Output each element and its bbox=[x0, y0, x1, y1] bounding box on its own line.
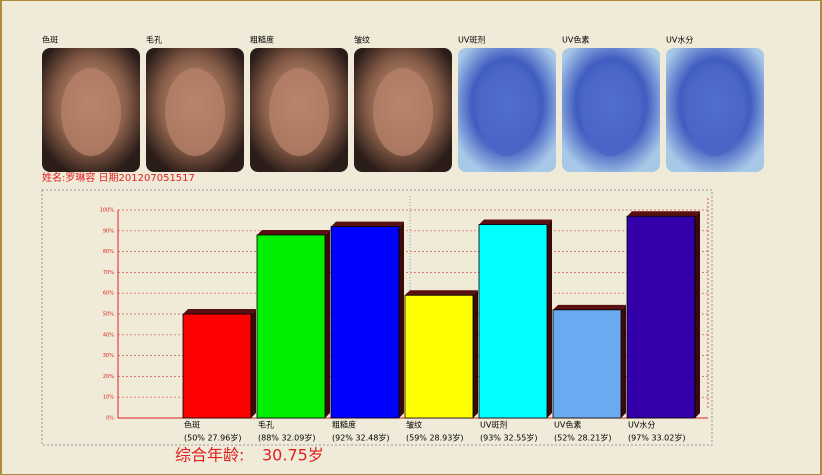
bar bbox=[478, 224, 548, 419]
bar-side bbox=[473, 290, 478, 418]
summary-value: 30.75岁 bbox=[262, 446, 324, 465]
y-tick-label: 10% bbox=[103, 395, 114, 401]
y-tick-label: 30% bbox=[103, 353, 114, 359]
photo-face bbox=[685, 68, 745, 156]
y-tick-label: 0% bbox=[106, 416, 114, 422]
bar bbox=[256, 234, 326, 419]
photo-face bbox=[581, 68, 641, 156]
bar-top bbox=[405, 290, 478, 296]
x-tick-label: UV水分 bbox=[628, 420, 655, 430]
photo-label: 皱纹 bbox=[354, 35, 370, 45]
photo-face bbox=[61, 68, 121, 156]
bar-side bbox=[251, 309, 256, 418]
y-tick-label: 100% bbox=[100, 208, 115, 214]
bar-top bbox=[479, 219, 552, 225]
photo-label: UV色素 bbox=[562, 35, 589, 45]
photo-face bbox=[165, 68, 225, 156]
info-line: 姓名:罗琳容 日期201207051517 bbox=[42, 171, 195, 184]
value-label: (59% 28.93岁) bbox=[406, 433, 463, 443]
photo-face bbox=[373, 68, 433, 156]
bar bbox=[626, 215, 696, 419]
y-tick-label: 40% bbox=[103, 332, 114, 338]
value-label: (93% 32.55岁) bbox=[480, 433, 537, 443]
summary-label: 综合年龄: bbox=[175, 446, 244, 465]
photo-label: 毛孔 bbox=[146, 35, 162, 45]
bar-top bbox=[331, 221, 404, 227]
x-tick-label: 毛孔 bbox=[258, 420, 274, 430]
y-tick-label: 70% bbox=[103, 270, 114, 276]
bar bbox=[182, 313, 252, 419]
bar-side bbox=[399, 221, 404, 418]
bar-side bbox=[325, 229, 330, 418]
value-label: (50% 27.96岁) bbox=[184, 433, 241, 443]
photo-label: UV斑剂 bbox=[458, 35, 485, 45]
y-tick-label: 90% bbox=[103, 228, 114, 234]
value-label: (88% 32.09岁) bbox=[258, 433, 315, 443]
value-label: (97% 33.02岁) bbox=[628, 433, 685, 443]
bar bbox=[552, 309, 622, 419]
y-tick-label: 20% bbox=[103, 374, 114, 380]
bar bbox=[404, 294, 474, 419]
value-label: (52% 28.21岁) bbox=[554, 433, 611, 443]
bar-top bbox=[257, 229, 330, 235]
value-label: (92% 32.48岁) bbox=[332, 433, 389, 443]
photo-face bbox=[269, 68, 329, 156]
bar-top bbox=[183, 309, 256, 314]
bar-top bbox=[627, 211, 700, 217]
bar bbox=[330, 226, 400, 419]
x-tick-label: UV斑剂 bbox=[480, 420, 507, 430]
bar-top bbox=[553, 304, 626, 310]
bar-side bbox=[547, 219, 552, 418]
photo-face bbox=[477, 68, 537, 156]
bar-side bbox=[695, 211, 700, 418]
chart-frame bbox=[41, 189, 713, 446]
y-tick-label: 50% bbox=[103, 312, 114, 318]
x-tick-label: 粗糙度 bbox=[332, 420, 356, 430]
x-tick-label: 色斑 bbox=[184, 420, 200, 430]
photo-label: 粗糙度 bbox=[250, 35, 274, 45]
x-tick-label: UV色素 bbox=[554, 420, 581, 430]
photo-label: UV水分 bbox=[666, 35, 693, 45]
y-tick-label: 60% bbox=[103, 291, 114, 297]
y-tick-label: 80% bbox=[103, 249, 114, 255]
bar-side bbox=[621, 304, 626, 418]
x-tick-label: 皱纹 bbox=[406, 420, 422, 430]
photo-label: 色斑 bbox=[42, 35, 58, 45]
